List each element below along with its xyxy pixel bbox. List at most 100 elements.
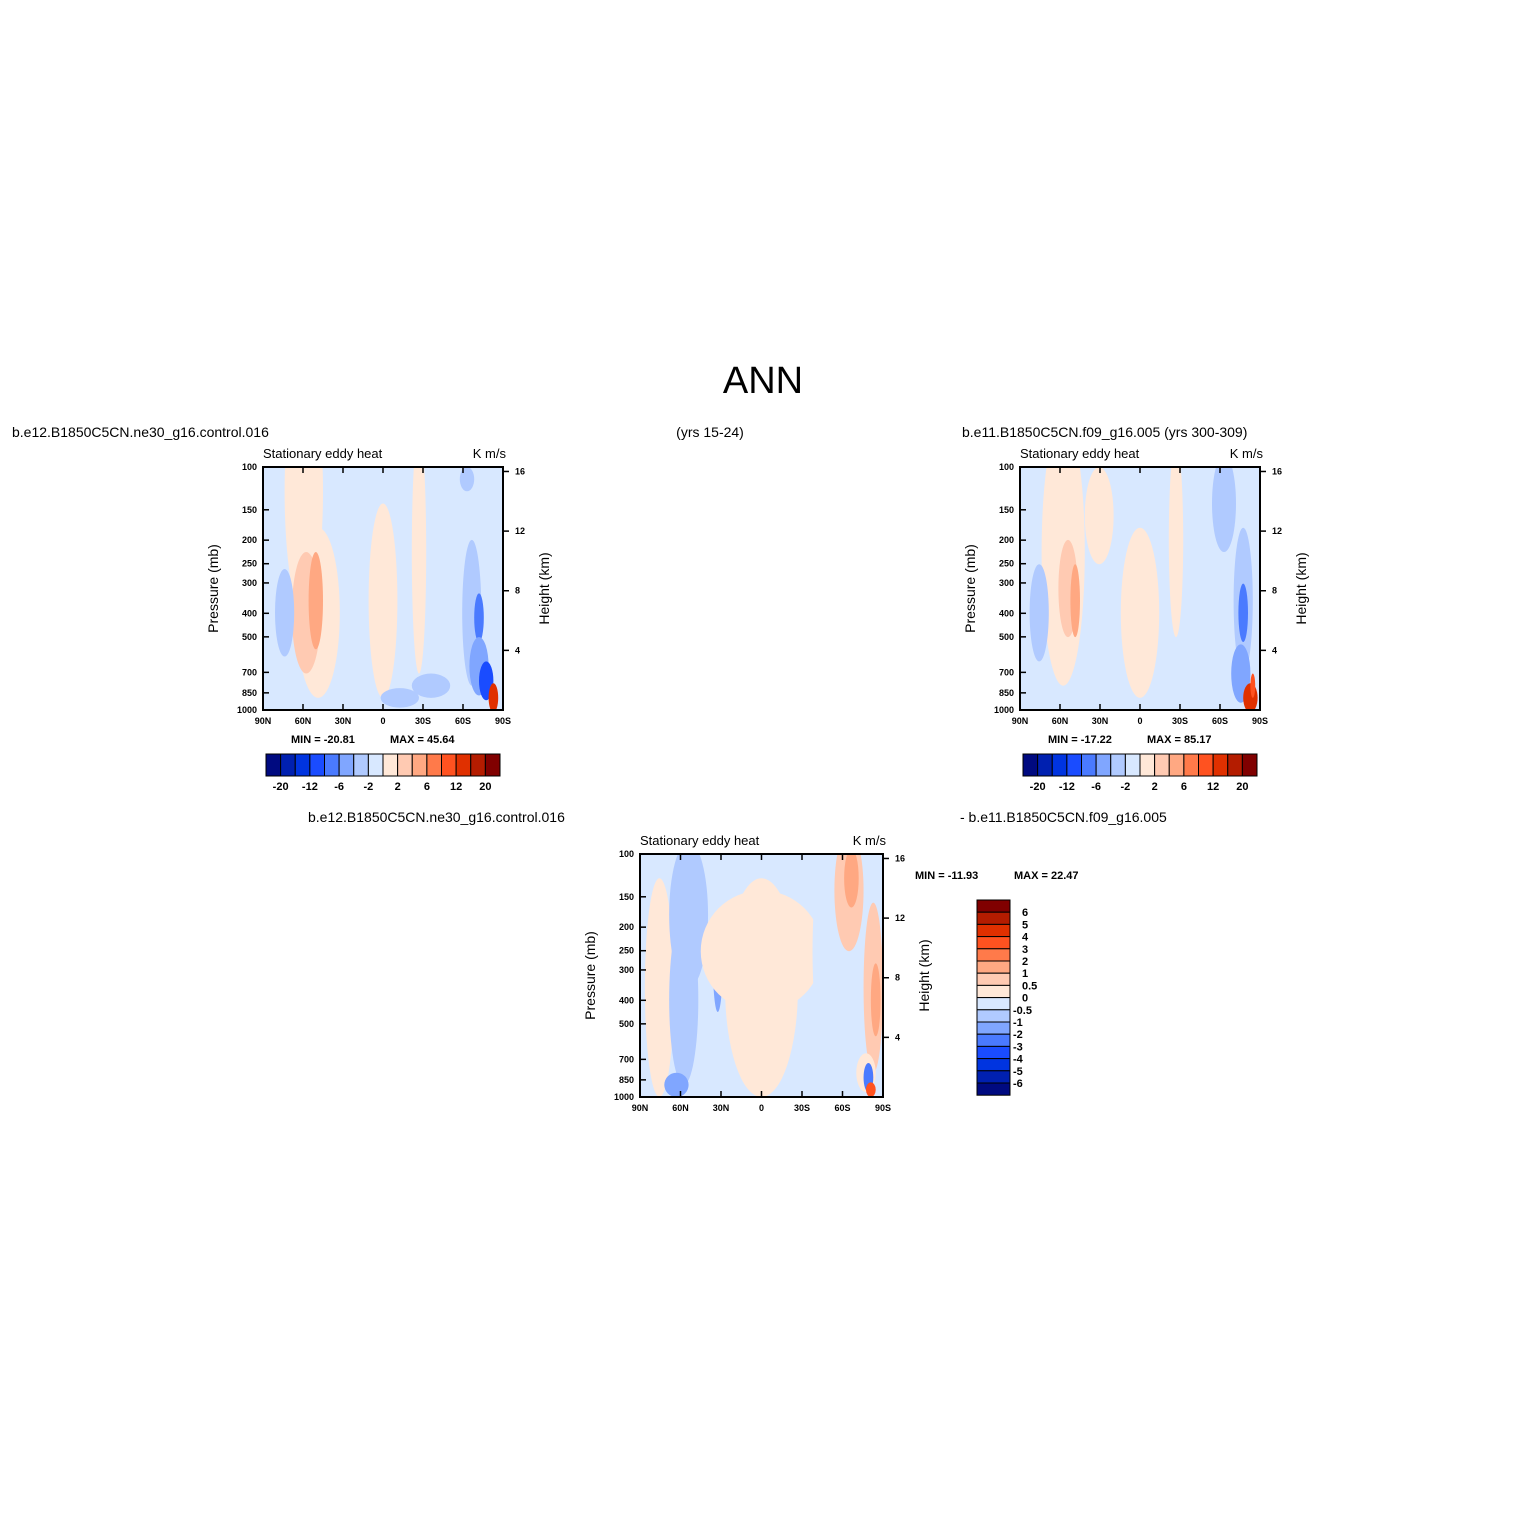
y-tick-label: 200 [619,922,634,932]
colorbar-label: 6 [424,781,430,793]
colorbar-swatch [976,984,1011,999]
y-tick-label: 700 [999,667,1014,677]
max-label: MAX = 22.47 [1014,870,1079,882]
colorbar-swatch [1154,753,1170,777]
units-label: K m/s [1230,446,1264,461]
x-tick-label: 90N [1012,716,1029,726]
x-tick-label: 90S [495,716,511,726]
colorbar-swatch [1124,753,1141,777]
contour-region [700,890,823,1012]
colorbar-label: 0 [1022,993,1028,1005]
colorbar-label: 12 [1207,781,1219,793]
y-tick-label: 150 [999,505,1014,515]
x-tick-label: 30N [713,1103,730,1113]
y-tick-label: 250 [999,559,1014,569]
contour-region [308,552,323,650]
center-years-label: (yrs 15-24) [676,424,744,440]
colorbar-label: -6 [334,781,344,793]
colorbar-label: 2 [395,781,401,793]
x-tick-label: 30S [1172,716,1188,726]
contour-region [411,673,451,698]
colorbar-swatch [976,936,1011,950]
colorbar-label: -2 [363,781,373,793]
colorbar-swatch [265,753,282,777]
contour-region [664,1072,689,1097]
contour-region [1250,673,1256,698]
min-label: MIN = -20.81 [291,734,355,746]
colorbar-label: -0.5 [1013,1005,1032,1017]
colorbar-swatch [976,1058,1011,1072]
x-tick-label: 0 [380,716,385,726]
y-axis-label: Pressure (mb) [962,544,978,633]
x-tick-label: 30S [415,716,431,726]
x-tick-label: 60N [295,716,312,726]
min-label: MIN = -11.93 [915,870,978,882]
colorbar-swatch [382,753,399,777]
panel-title: Stationary eddy heat [263,446,383,461]
y-tick-label: 150 [242,505,257,515]
panel-title: Stationary eddy heat [640,833,760,848]
y-right-tick-label: 12 [515,526,525,536]
colorbar-swatch [397,753,413,777]
units-label: K m/s [853,833,887,848]
x-tick-label: 0 [759,1103,764,1113]
contour-region [1084,467,1114,565]
colorbar-swatch [280,753,296,777]
y-right-tick-label: 16 [515,466,525,476]
y-right-axis-label: Height (km) [1293,552,1309,624]
y-right-tick-label: 8 [895,973,900,983]
colorbar-swatch [1139,753,1156,777]
colorbar-label: 20 [479,781,491,793]
x-tick-label: 0 [1137,716,1142,726]
y-tick-label: 300 [242,578,257,588]
colorbar-swatch [1066,753,1082,777]
y-tick-label: 500 [242,632,257,642]
colorbar-label: -1 [1013,1017,1023,1029]
colorbar-label: 12 [450,781,462,793]
contour-region [380,688,419,708]
y-right-axis-label: Height (km) [536,552,552,624]
y-tick-label: 500 [999,632,1014,642]
y-right-tick-label: 16 [1272,466,1282,476]
contour-region [812,866,832,1037]
contour-region [368,503,398,698]
y-tick-label: 250 [242,559,257,569]
y-right-tick-label: 16 [895,853,905,863]
colorbar-swatch [294,753,311,777]
colorbar-label: -6 [1013,1078,1023,1090]
colorbar-label: 1 [1022,968,1028,980]
colorbar-swatch [1022,753,1039,777]
colorbar-swatch [1081,753,1097,777]
colorbar-swatch [1095,753,1112,777]
colorbar-swatch [976,1070,1011,1084]
colorbar-label: -12 [1059,781,1075,793]
y-tick-label: 100 [999,462,1014,472]
colorbar-label: -2 [1120,781,1130,793]
contour-field [263,467,503,710]
x-tick-label: 30N [335,716,352,726]
contour-region [488,683,499,710]
colorbar-swatch [1198,753,1214,777]
colorbar-swatch [1227,753,1243,777]
y-tick-label: 1000 [237,705,257,715]
colorbar-swatch [976,960,1011,974]
y-tick-label: 100 [242,462,257,472]
contour-region [1120,527,1160,698]
y-right-tick-label: 12 [895,913,905,923]
colorbar-swatch [976,972,1011,986]
y-right-tick-label: 8 [515,586,520,596]
y-tick-label: 150 [619,892,634,902]
x-tick-label: 60S [1212,716,1228,726]
y-tick-label: 1000 [994,705,1014,715]
colorbar-label: -4 [1013,1054,1024,1066]
colorbar-label: -3 [1013,1041,1023,1053]
y-right-tick-label: 8 [1272,586,1277,596]
contour-region [865,1082,876,1097]
colorbar-label: -2 [1013,1029,1023,1041]
x-tick-label: 60S [834,1103,850,1113]
x-tick-label: 60N [672,1103,689,1113]
colorbar-swatch [1241,753,1258,777]
x-tick-label: 90S [875,1103,891,1113]
x-tick-label: 90N [255,716,272,726]
